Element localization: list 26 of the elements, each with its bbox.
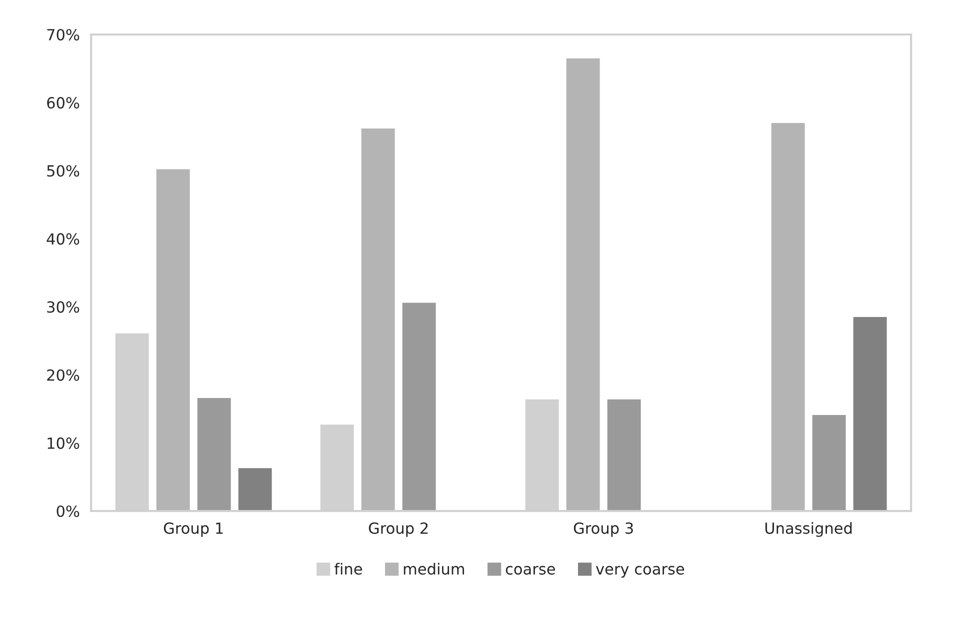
- x-tick-label: Group 1: [164, 522, 223, 537]
- y-tick-label: 0%: [56, 505, 80, 518]
- bar: [400, 301, 438, 512]
- legend-label: very coarse: [596, 566, 684, 578]
- x-tick-label: Unassigned: [765, 522, 852, 537]
- y-tick-label: 50%: [47, 165, 80, 177]
- bar: [196, 396, 232, 512]
- y-tick-label: 30%: [47, 301, 80, 313]
- bar: [360, 127, 396, 512]
- legend-label: coarse: [506, 566, 555, 575]
- y-tick-label: 40%: [46, 233, 80, 245]
- bar: [606, 398, 642, 512]
- bar: [770, 122, 806, 512]
- bar: [852, 316, 888, 512]
- legend-label: fine: [334, 562, 362, 575]
- bar: [154, 168, 192, 512]
- x-tick-label: Group 2: [368, 522, 428, 537]
- x-tick-label: Group 3: [574, 522, 633, 537]
- y-tick-label: 60%: [47, 97, 80, 109]
- legend-label: medium: [404, 562, 464, 575]
- y-tick-label: 70%: [47, 28, 80, 41]
- y-tick-label: 20%: [47, 369, 80, 381]
- bar: [564, 56, 602, 512]
- y-tick-label: 10%: [48, 437, 80, 449]
- bar: [236, 466, 274, 512]
- bar: [810, 414, 848, 512]
